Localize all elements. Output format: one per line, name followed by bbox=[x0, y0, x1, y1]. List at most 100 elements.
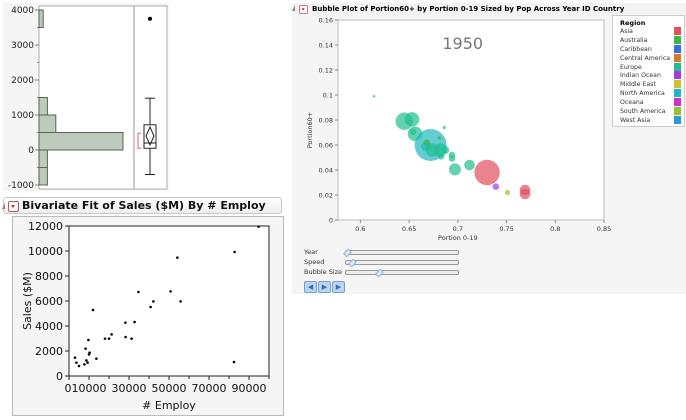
legend-label: Europe bbox=[620, 63, 642, 71]
bubble-south-america bbox=[504, 189, 511, 196]
plot-area bbox=[68, 225, 270, 377]
step-forward-icon: ▶ bbox=[335, 283, 342, 291]
x-tick-label: 10000 bbox=[72, 382, 107, 395]
legend-item[interactable]: Caribbean bbox=[620, 44, 684, 54]
legend-item[interactable]: Middle East bbox=[620, 80, 684, 89]
histogram-bar bbox=[38, 9, 44, 28]
step-back-icon: ◀ bbox=[307, 283, 314, 291]
bubble-europe bbox=[464, 159, 475, 171]
legend-item[interactable]: Central America bbox=[620, 53, 684, 63]
legend-label: Indian Ocean bbox=[620, 72, 661, 80]
bubble-size-slider[interactable] bbox=[345, 268, 459, 278]
data-point bbox=[88, 351, 91, 354]
x-axis-label: # Employ bbox=[142, 399, 196, 412]
bivariate-title: Bivariate Fit of Sales ($M) By # Employ bbox=[22, 199, 266, 212]
data-point bbox=[110, 333, 113, 336]
histogram-bar bbox=[38, 149, 48, 168]
x-tick-label: 70000 bbox=[192, 382, 227, 395]
legend-item[interactable]: North America bbox=[620, 89, 684, 98]
data-point bbox=[124, 335, 127, 339]
data-point bbox=[91, 308, 95, 312]
play-icon: ▶ bbox=[321, 283, 328, 291]
data-point bbox=[75, 361, 78, 364]
legend-swatch bbox=[674, 80, 681, 89]
y-tick-label: 0.1 bbox=[323, 92, 333, 100]
bubble-indian-ocean bbox=[492, 183, 500, 190]
x-tick-label: 0.75 bbox=[499, 225, 513, 233]
disclosure-icon[interactable] bbox=[2, 203, 5, 209]
data-point bbox=[133, 320, 136, 324]
y-tick-label: 4000 bbox=[11, 6, 34, 16]
data-point bbox=[233, 250, 236, 254]
x-tick-label: 50000 bbox=[152, 382, 187, 395]
bubble-asia bbox=[474, 159, 500, 186]
bubble-europe bbox=[404, 112, 420, 127]
red-triangle-menu-icon[interactable] bbox=[8, 200, 19, 212]
legend-item[interactable]: Asia bbox=[620, 27, 684, 36]
legend-swatch bbox=[674, 53, 681, 62]
legend-label: Asia bbox=[620, 28, 633, 35]
bivariate-header[interactable]: Bivariate Fit of Sales ($M) By # Employ bbox=[2, 197, 282, 214]
bubble-header[interactable]: Bubble Plot of Portion60+ by Portion 0-1… bbox=[292, 3, 686, 16]
histogram-bar bbox=[38, 114, 57, 133]
data-point bbox=[73, 356, 77, 359]
legend-swatch bbox=[674, 98, 681, 107]
legend-item[interactable]: Indian Ocean bbox=[620, 71, 684, 80]
y-tick-label: 10000 bbox=[28, 245, 63, 258]
speed-slider[interactable] bbox=[345, 258, 459, 268]
legend-swatch bbox=[674, 35, 681, 44]
x-tick-label: 30000 bbox=[112, 382, 147, 395]
legend-item[interactable]: Europe bbox=[620, 62, 684, 72]
y-tick-label: 0.14 bbox=[319, 42, 333, 50]
data-point bbox=[124, 321, 127, 324]
bubble-title: Bubble Plot of Portion60+ by Portion 0-1… bbox=[312, 5, 625, 13]
step-forward-button[interactable]: ▶ bbox=[332, 281, 345, 293]
legend-item[interactable]: South America bbox=[620, 107, 684, 116]
legend-label: North America bbox=[620, 90, 665, 98]
y-axis-label: Portion60+ bbox=[306, 112, 314, 149]
step-back-button[interactable]: ◀ bbox=[304, 281, 317, 293]
play-button[interactable]: ▶ bbox=[318, 281, 331, 293]
data-point bbox=[95, 357, 98, 360]
legend-label: Middle East bbox=[620, 81, 656, 89]
histogram-bar bbox=[38, 167, 48, 186]
x-tick-label: 0.65 bbox=[402, 225, 416, 233]
legend-swatch bbox=[674, 89, 681, 98]
data-point bbox=[85, 359, 88, 362]
speed-label: Speed bbox=[304, 258, 325, 266]
bubble-chart: 0 0.02 0.04 0.06 0.08 0.1 0.12 0.14 0.16 0.6 0.65 0… bbox=[306, 17, 611, 243]
data-point bbox=[107, 337, 111, 340]
data-point bbox=[257, 225, 260, 228]
legend-label: Oceana bbox=[620, 99, 644, 107]
legend-item[interactable]: Oceana bbox=[620, 98, 684, 107]
legend-label: Central America bbox=[620, 54, 671, 62]
y-tick-label: 0.12 bbox=[319, 67, 333, 75]
legend-swatch bbox=[674, 71, 681, 80]
y-tick-label: 0.08 bbox=[319, 117, 333, 125]
data-point bbox=[232, 360, 236, 364]
data-point bbox=[87, 338, 90, 342]
y-tick-label: 0 bbox=[56, 370, 63, 383]
data-point bbox=[137, 290, 140, 294]
disclosure-icon[interactable] bbox=[292, 5, 295, 11]
legend-label: Caribbean bbox=[620, 45, 652, 53]
bubble-europe bbox=[448, 155, 456, 162]
bubble-asia bbox=[519, 188, 531, 200]
y-tick-label: 6000 bbox=[35, 295, 63, 308]
x-tick-label: 0 bbox=[65, 382, 72, 395]
legend-item[interactable]: Australia bbox=[620, 35, 684, 45]
data-point bbox=[103, 337, 107, 340]
y-tick-label: 3000 bbox=[11, 41, 34, 51]
data-point bbox=[86, 361, 89, 364]
year-slider[interactable] bbox=[343, 248, 459, 258]
bubble-australia bbox=[437, 136, 442, 140]
data-point bbox=[83, 363, 86, 366]
outlier-point bbox=[148, 16, 152, 21]
y-tick-label: 0.04 bbox=[319, 167, 333, 175]
red-triangle-menu-icon[interactable] bbox=[299, 4, 308, 14]
histogram-bar bbox=[38, 97, 48, 116]
data-point bbox=[169, 290, 172, 293]
legend-item[interactable]: West Asia bbox=[620, 115, 684, 125]
plot-area bbox=[38, 5, 168, 190]
